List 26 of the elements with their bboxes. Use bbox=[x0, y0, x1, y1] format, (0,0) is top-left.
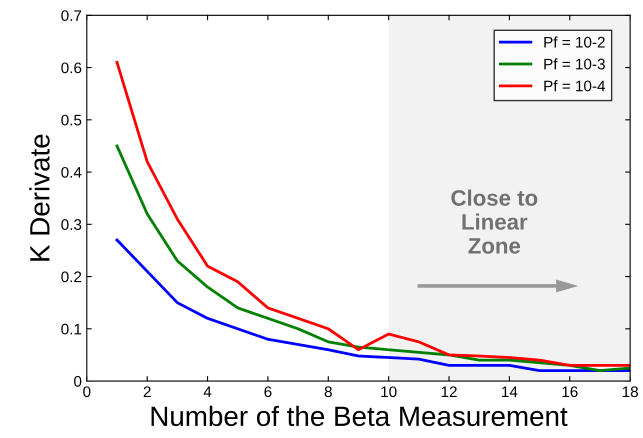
y-tick-label: 0.1 bbox=[61, 324, 82, 334]
annotation: Close to Linear Zone bbox=[451, 190, 538, 254]
y-tick-label: 0.5 bbox=[61, 114, 82, 126]
y-tick-label: 0 bbox=[74, 376, 82, 387]
x-tick-label: 6 bbox=[264, 386, 272, 398]
x-tick-label: 12 bbox=[442, 386, 457, 397]
legend-label: Pf = 10-3 bbox=[544, 58, 605, 70]
line-series bbox=[116, 144, 630, 372]
x-tick-label: 2 bbox=[144, 386, 151, 397]
line-series bbox=[116, 238, 630, 372]
x-tick-label: 14 bbox=[502, 386, 518, 397]
legend-label: Pf = 10-2 bbox=[544, 36, 605, 48]
y-tick-label: 0.7 bbox=[61, 10, 82, 22]
x-tick-label: 8 bbox=[324, 386, 332, 398]
y-tick-label: 0.2 bbox=[61, 271, 82, 282]
x-tick-label: 4 bbox=[204, 386, 212, 397]
x-axis-title: Number of the Beta Measurement bbox=[152, 406, 568, 426]
x-tick-label: 18 bbox=[622, 386, 638, 398]
y-tick-label: 0.6 bbox=[61, 62, 82, 74]
y-tick-label: 0.3 bbox=[61, 219, 82, 230]
x-tick-label: 0 bbox=[83, 386, 90, 398]
y-tick-label: 0.4 bbox=[61, 166, 82, 178]
x-tick-label: 10 bbox=[381, 386, 397, 398]
legend-label: Pf = 10-4 bbox=[544, 80, 606, 92]
y-axis-title: K Derivate bbox=[29, 134, 50, 261]
x-tick-label: 16 bbox=[562, 386, 578, 398]
